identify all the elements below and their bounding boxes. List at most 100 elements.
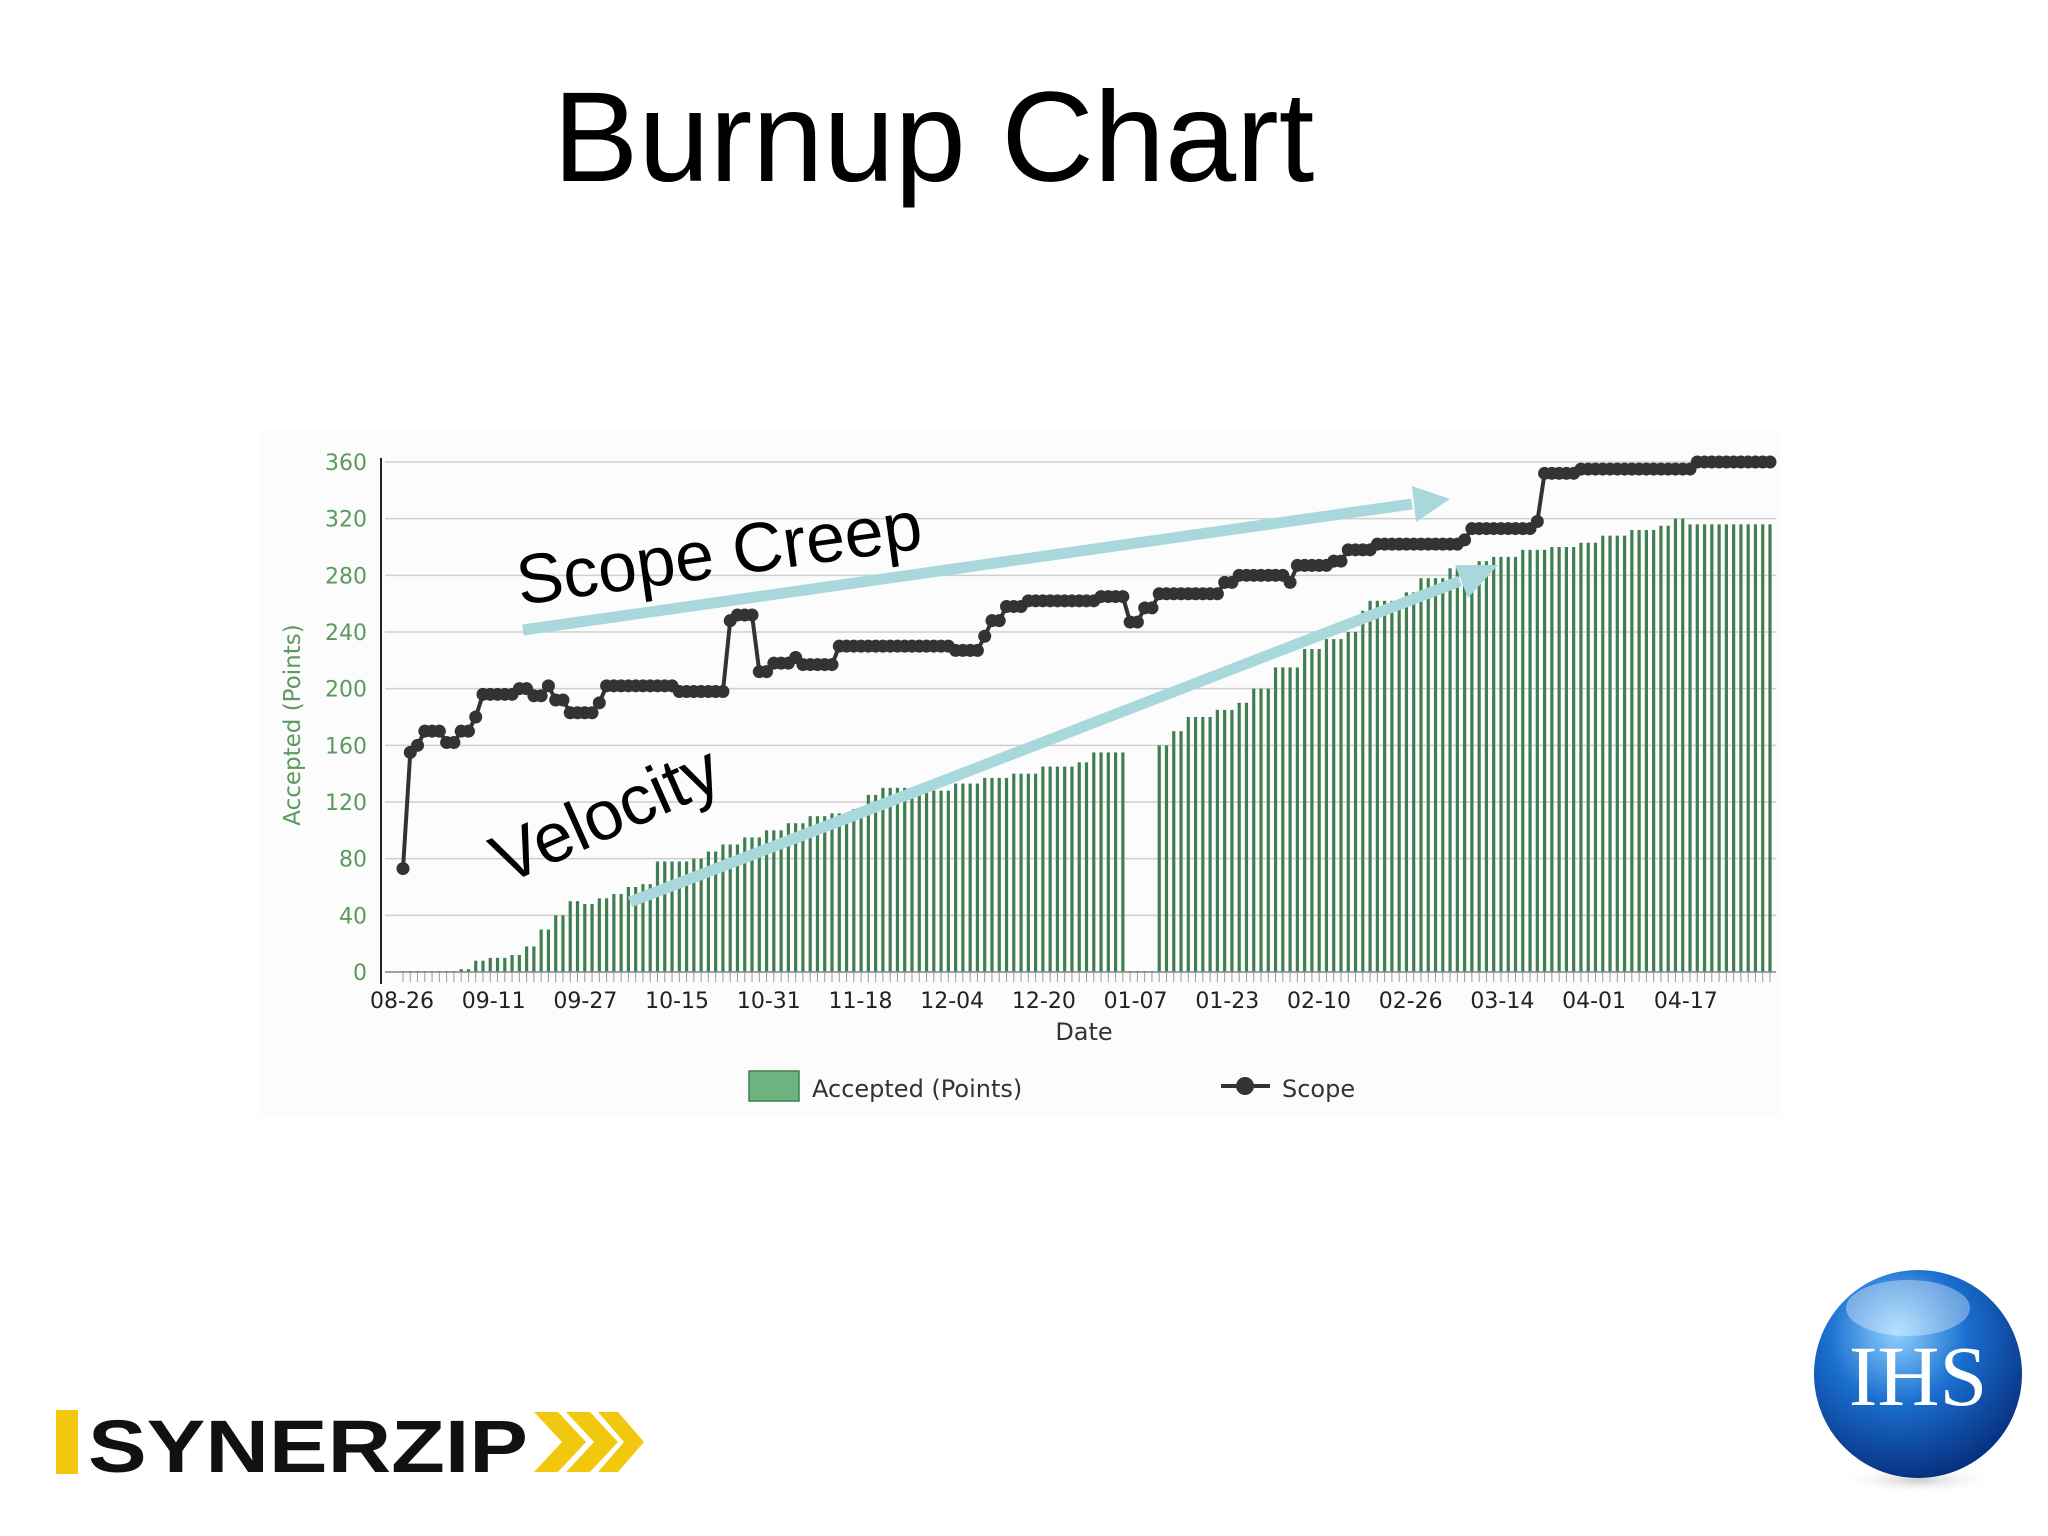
accepted-bar bbox=[1186, 717, 1190, 972]
x-tick-label: 04-01 bbox=[1562, 989, 1626, 1014]
accepted-bar bbox=[1295, 667, 1299, 972]
x-tick-label: 09-11 bbox=[462, 989, 526, 1014]
legend-label-scope: Scope bbox=[1282, 1075, 1355, 1103]
accepted-bar bbox=[1288, 667, 1292, 972]
accepted-bar bbox=[946, 790, 950, 972]
accepted-bar bbox=[1746, 524, 1750, 972]
accepted-bar bbox=[525, 946, 529, 972]
accepted-bar bbox=[1273, 667, 1278, 972]
accepted-bar bbox=[554, 915, 558, 972]
scope-point bbox=[760, 665, 774, 679]
accepted-bar bbox=[1084, 762, 1089, 972]
accepted-bar bbox=[1215, 709, 1219, 972]
accepted-bar bbox=[1695, 524, 1699, 972]
accepted-bar bbox=[961, 783, 965, 972]
scope-point bbox=[1763, 455, 1777, 469]
scope-point bbox=[716, 685, 730, 698]
accepted-bar bbox=[1172, 731, 1176, 972]
accepted-bar bbox=[1041, 766, 1045, 972]
y-tick-label: 200 bbox=[325, 678, 367, 703]
scope-point bbox=[461, 724, 475, 738]
accepted-bar bbox=[692, 858, 696, 972]
accepted-bar bbox=[612, 894, 616, 972]
accepted-bar bbox=[1353, 632, 1358, 972]
accepted-bar bbox=[1266, 688, 1270, 972]
scope-point bbox=[1116, 590, 1130, 604]
accepted-bar bbox=[706, 851, 710, 972]
x-tick-label: 03-14 bbox=[1470, 989, 1534, 1014]
scope-point bbox=[396, 862, 410, 876]
accepted-bar bbox=[677, 861, 681, 972]
accepted-bar bbox=[699, 858, 703, 972]
accepted-bar bbox=[1753, 524, 1758, 972]
x-tick-label: 10-31 bbox=[737, 989, 801, 1014]
velocity-arrow-shaft bbox=[628, 575, 1462, 908]
accepted-bar bbox=[954, 783, 958, 972]
scope-creep-arrow-shaft bbox=[522, 498, 1413, 636]
scope-point bbox=[592, 696, 606, 710]
accepted-bar bbox=[1324, 639, 1329, 972]
scope-point bbox=[447, 736, 461, 749]
accepted-bar bbox=[1521, 549, 1525, 972]
x-tick-label: 09-27 bbox=[553, 989, 617, 1014]
x-tick-label: 02-10 bbox=[1287, 989, 1351, 1014]
accepted-bar bbox=[1368, 600, 1372, 972]
scope-point bbox=[745, 608, 759, 622]
y-tick-label: 0 bbox=[353, 961, 367, 986]
accepted-bar bbox=[1477, 561, 1481, 972]
x-tick-label: 08-26 bbox=[370, 989, 434, 1014]
accepted-bar bbox=[1223, 709, 1227, 972]
legend: Accepted (Points) Scope bbox=[748, 1070, 1355, 1103]
accepted-bar bbox=[852, 809, 856, 972]
accepted-bar bbox=[859, 809, 863, 972]
accepted-bar bbox=[670, 861, 674, 972]
accepted-bars bbox=[401, 518, 1772, 972]
accepted-bar bbox=[1666, 525, 1670, 972]
accepted-bar bbox=[583, 904, 587, 972]
accepted-bar bbox=[750, 837, 754, 972]
accepted-bar bbox=[1535, 549, 1539, 972]
scope-point bbox=[432, 724, 446, 738]
accepted-bar bbox=[728, 844, 732, 972]
accepted-bar bbox=[1383, 600, 1387, 972]
accepted-bar bbox=[634, 887, 638, 972]
accepted-bar bbox=[881, 787, 885, 972]
synerzip-logo-chevron-1 bbox=[534, 1412, 586, 1472]
accepted-bar bbox=[866, 794, 870, 972]
accepted-bar bbox=[1513, 556, 1518, 972]
scope-point bbox=[1130, 615, 1144, 629]
accepted-bar bbox=[1193, 717, 1198, 972]
accepted-bar bbox=[1644, 530, 1648, 972]
accepted-bar bbox=[924, 790, 929, 972]
accepted-bar bbox=[1070, 766, 1074, 972]
scope-point bbox=[1145, 601, 1159, 615]
scope-creep-arrow bbox=[522, 486, 1450, 636]
velocity-arrow-head bbox=[1455, 565, 1498, 598]
scope-creep-arrow-head bbox=[1412, 486, 1450, 522]
accepted-bar bbox=[488, 957, 492, 972]
accepted-bar bbox=[997, 777, 1001, 972]
synerzip-logo: SYNERZIP bbox=[56, 1405, 644, 1488]
accepted-bar bbox=[1572, 547, 1576, 972]
accepted-bar bbox=[786, 823, 790, 972]
accepted-bar bbox=[539, 929, 543, 972]
accepted-bar bbox=[1564, 547, 1569, 972]
accepted-bar bbox=[837, 813, 841, 972]
scope-point bbox=[1210, 587, 1224, 601]
accepted-bar bbox=[1637, 530, 1641, 972]
synerzip-logo-chevron-2 bbox=[566, 1412, 618, 1472]
accepted-bar bbox=[779, 830, 783, 972]
accepted-bar bbox=[1012, 773, 1016, 972]
scope-point bbox=[585, 706, 599, 720]
accepted-bar bbox=[1419, 578, 1423, 972]
accepted-bar bbox=[1470, 568, 1474, 972]
accepted-bar bbox=[546, 929, 551, 972]
accepted-bar bbox=[510, 955, 514, 972]
accepted-bar bbox=[1361, 610, 1365, 972]
scope-point bbox=[1458, 533, 1472, 547]
accepted-bar bbox=[495, 957, 500, 972]
accepted-bar bbox=[1717, 524, 1721, 972]
accepted-bar bbox=[1048, 766, 1052, 972]
accepted-bar bbox=[1121, 752, 1125, 972]
